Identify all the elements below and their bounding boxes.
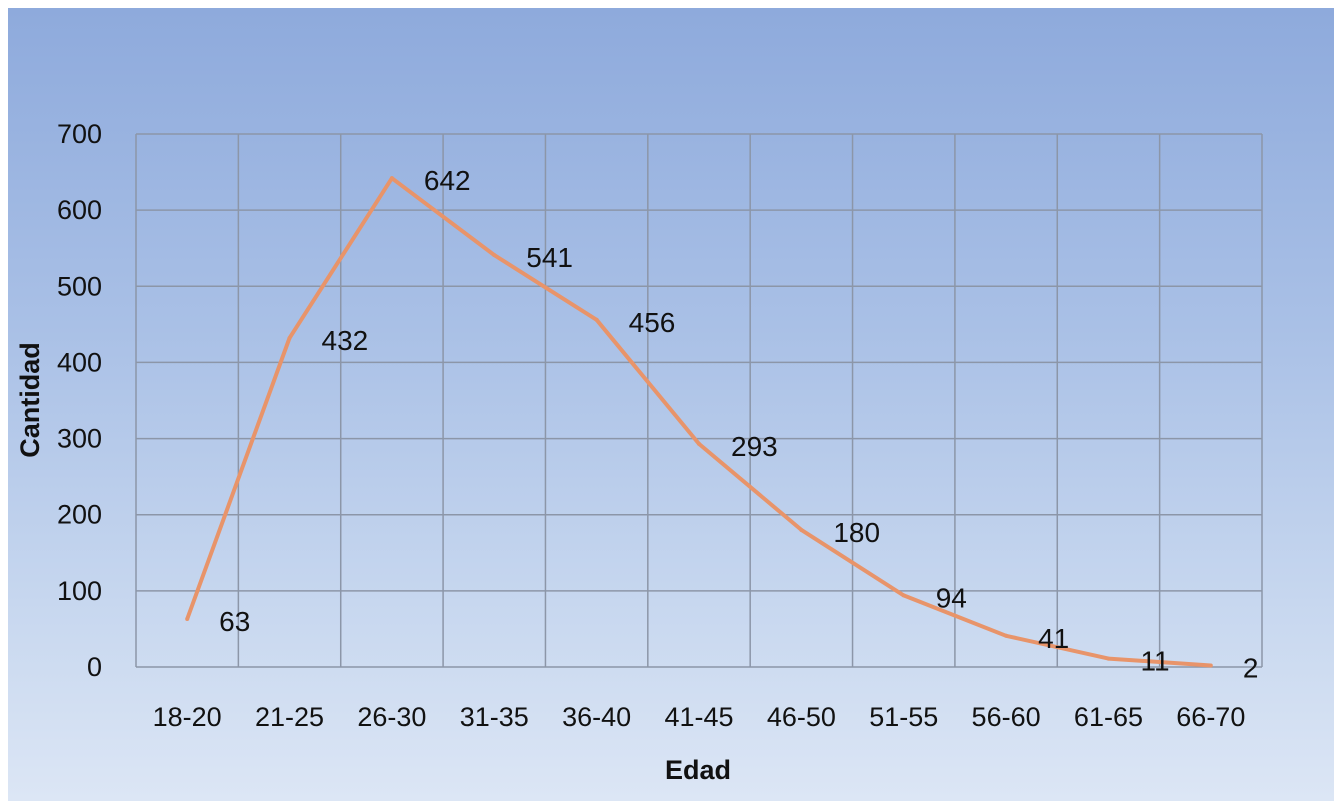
x-tick-label: 46-50 [767, 702, 836, 732]
data-label: 41 [1038, 623, 1069, 654]
data-label: 180 [833, 517, 880, 548]
data-label: 293 [731, 431, 778, 462]
y-tick-label: 700 [57, 119, 102, 149]
data-point [492, 253, 497, 258]
data-point [389, 176, 394, 181]
y-tick-label: 0 [87, 652, 102, 682]
x-tick-label: 61-65 [1074, 702, 1143, 732]
data-point [1004, 633, 1009, 638]
y-tick-label: 200 [57, 500, 102, 530]
x-tick-label: 18-20 [153, 702, 222, 732]
data-point [901, 593, 906, 598]
chart-frame [8, 8, 1334, 801]
x-tick-label: 36-40 [562, 702, 631, 732]
x-tick-label: 66-70 [1176, 702, 1245, 732]
data-point [594, 317, 599, 322]
y-tick-label: 500 [57, 271, 102, 301]
data-point [185, 617, 190, 622]
x-tick-label: 41-45 [664, 702, 733, 732]
y-tick-label: 400 [57, 347, 102, 377]
y-tick-label: 300 [57, 424, 102, 454]
data-label: 541 [526, 242, 573, 273]
x-tick-label: 21-25 [255, 702, 324, 732]
data-labels: 63 432 642 541 456 293 180 94 41 11 2 [219, 165, 1258, 683]
data-label: 2 [1243, 652, 1259, 683]
x-axis-ticks: 18-20 21-25 26-30 31-35 36-40 41-45 46-50 51-55… [153, 702, 1246, 732]
data-label: 63 [219, 606, 250, 637]
data-point [1106, 656, 1111, 661]
data-point [799, 527, 804, 532]
data-point [287, 336, 292, 341]
x-tick-label: 56-60 [972, 702, 1041, 732]
data-label: 11 [1140, 646, 1169, 677]
x-axis-title: Edad [665, 755, 731, 785]
y-axis-ticks: 0 100 200 300 400 500 600 700 [57, 119, 102, 682]
data-label: 456 [629, 307, 676, 338]
data-label: 642 [424, 165, 471, 196]
x-tick-label: 31-35 [460, 702, 529, 732]
grid [135, 133, 1263, 668]
y-axis-title: Cantidad [15, 342, 45, 458]
x-tick-label: 51-55 [869, 702, 938, 732]
data-label: 432 [322, 325, 369, 356]
data-point [1208, 663, 1213, 668]
data-label: 94 [936, 582, 967, 613]
data-points [185, 176, 1213, 668]
x-tick-label: 26-30 [357, 702, 426, 732]
y-tick-label: 100 [57, 576, 102, 606]
y-tick-label: 600 [57, 195, 102, 225]
data-point [697, 441, 701, 446]
